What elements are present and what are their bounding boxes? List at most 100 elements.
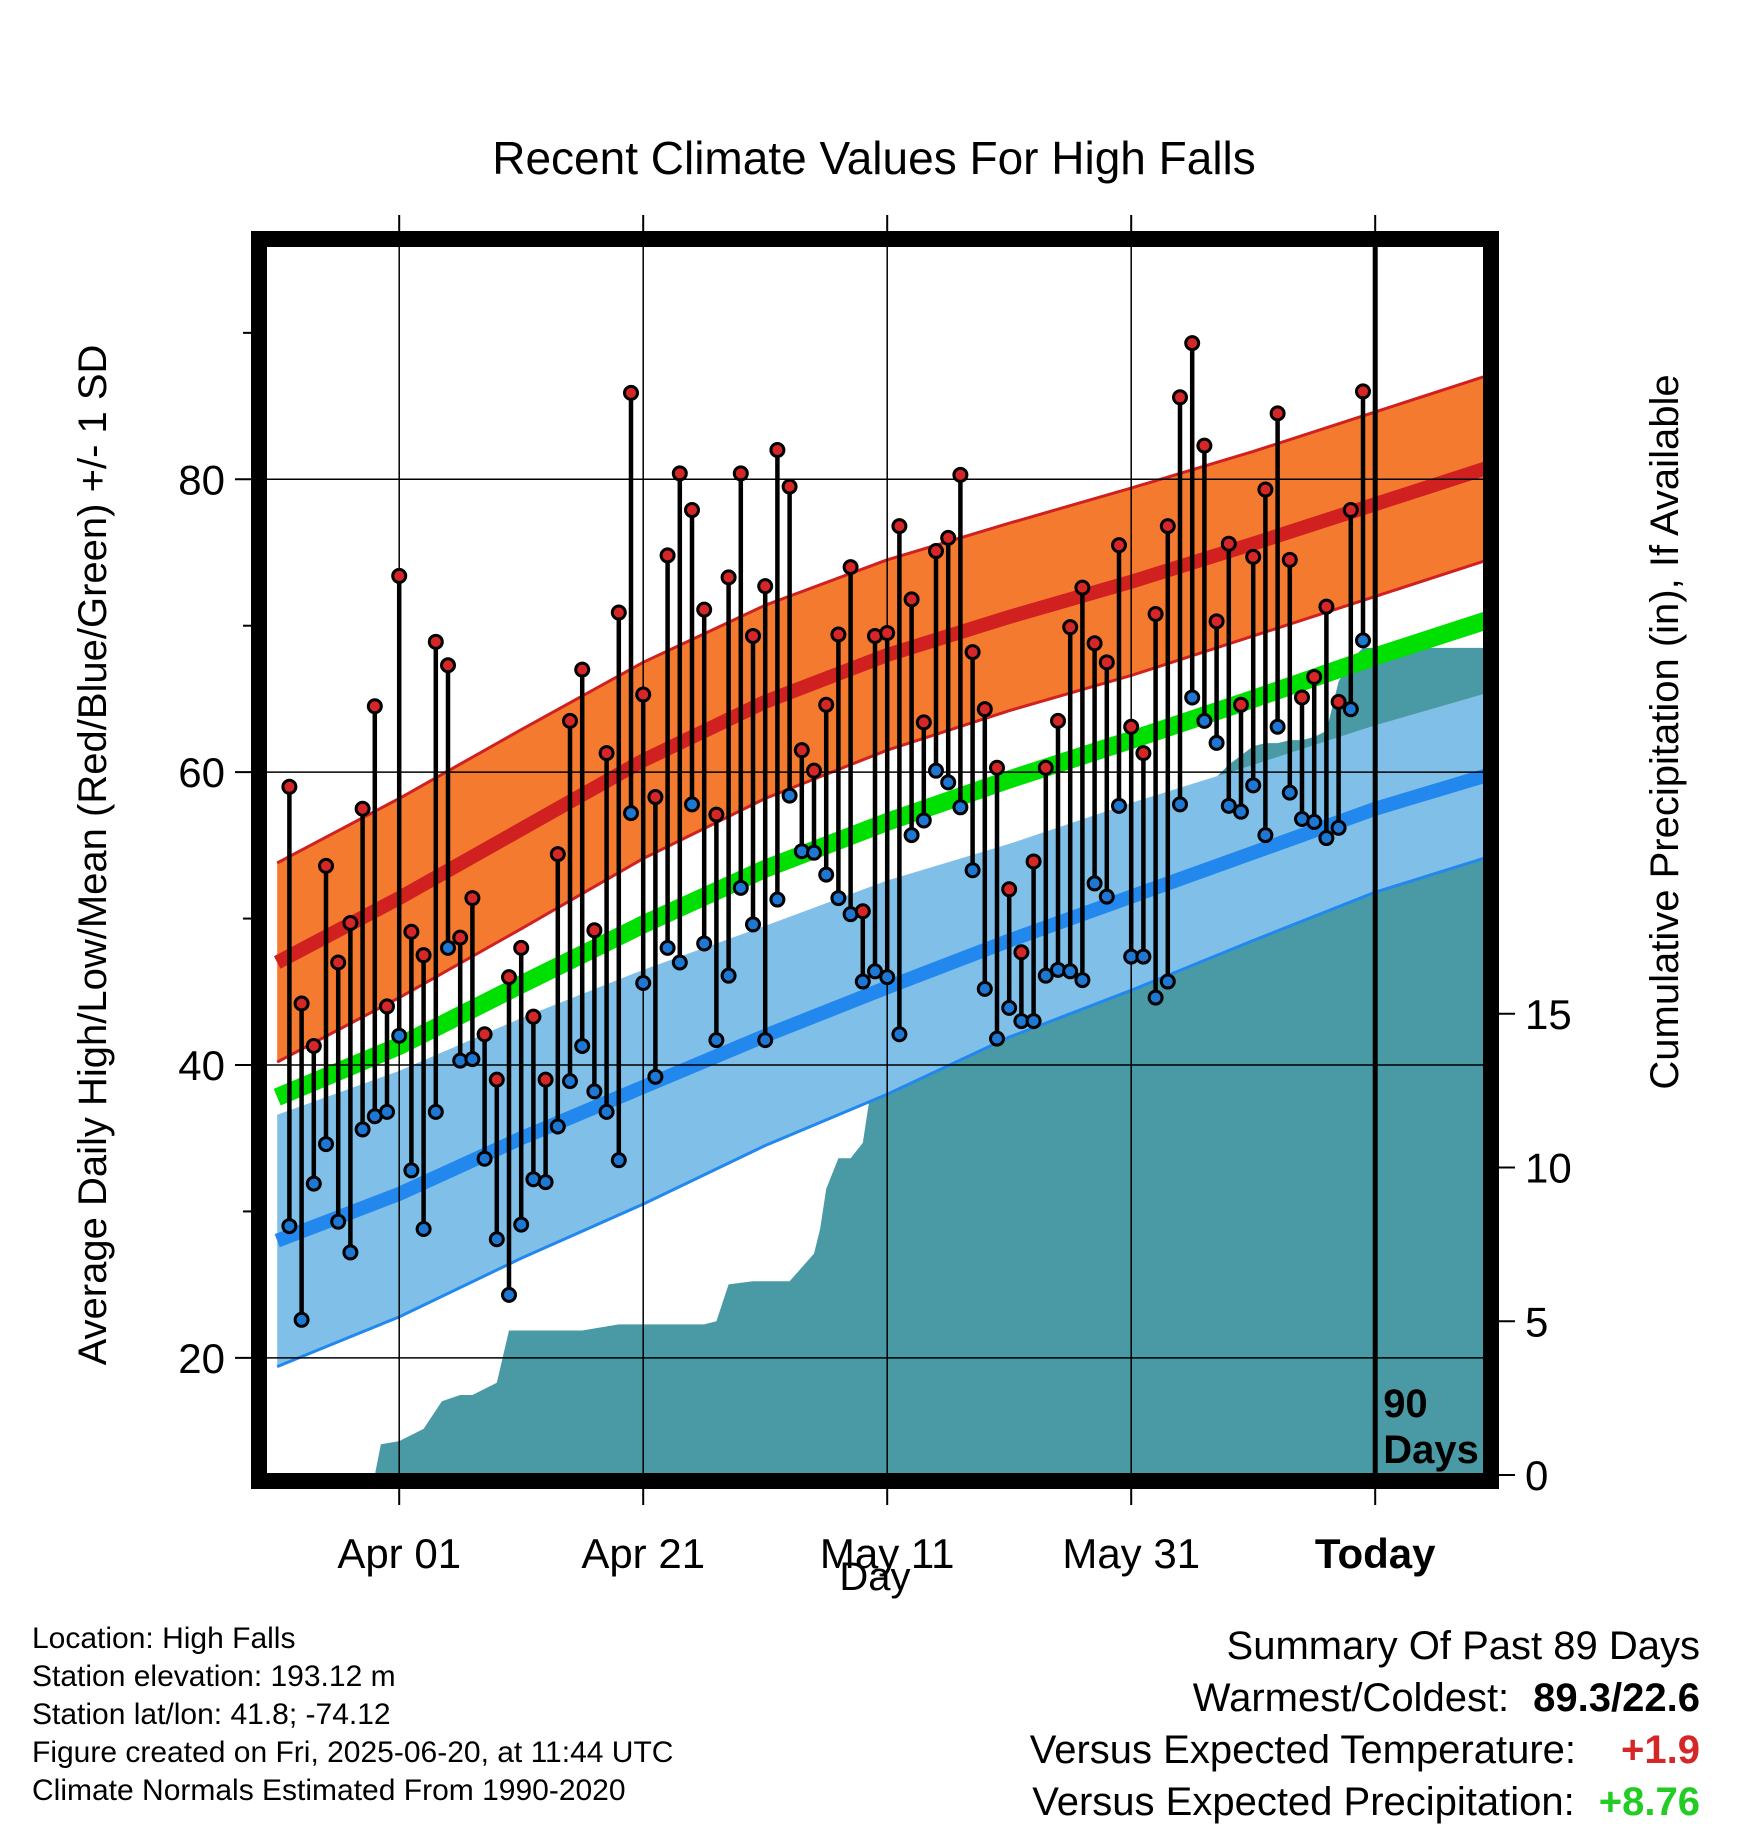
daily-low-point xyxy=(1172,796,1188,813)
daily-high-point xyxy=(659,547,676,564)
precip-anomaly-value: +8.76 xyxy=(1598,1780,1700,1824)
daily-high-point xyxy=(989,759,1005,776)
daily-high-point xyxy=(1025,853,1042,870)
daily-low-point xyxy=(964,862,981,879)
high-sd-band xyxy=(277,376,1485,1063)
daily-high-point xyxy=(354,800,371,817)
daily-high-point xyxy=(720,569,737,586)
daily-high-point xyxy=(781,478,798,495)
daily-high-point xyxy=(1037,759,1054,776)
warmest-coldest-label: Warmest/Coldest: xyxy=(1192,1676,1510,1720)
daily-low-point xyxy=(1306,813,1323,830)
summary-temperature: Versus Expected Temperature: +1.9 xyxy=(1030,1724,1700,1776)
daily-high-point xyxy=(1281,551,1298,568)
daily-low-point xyxy=(867,963,883,980)
daily-low-point xyxy=(745,916,761,933)
station-info: Location: High Falls Station elevation: … xyxy=(32,1620,673,1810)
today-marker-label-days: Days xyxy=(1383,1428,1479,1472)
daily-low-point xyxy=(1098,888,1115,905)
daily-low-point xyxy=(464,1051,481,1068)
daily-high-point xyxy=(1245,548,1262,565)
daily-high-point xyxy=(1306,668,1323,685)
daily-low-point xyxy=(1208,734,1225,751)
daily-low-point xyxy=(427,1103,444,1120)
daily-low-point xyxy=(1086,875,1103,892)
daily-low-point xyxy=(1233,803,1249,820)
daily-high-point xyxy=(1208,613,1225,630)
daily-high-point xyxy=(830,626,847,643)
daily-high-point xyxy=(708,806,725,823)
x-tick-label: May 11 xyxy=(820,1530,955,1577)
daily-low-point xyxy=(1220,797,1237,814)
daily-high-point xyxy=(1269,405,1286,422)
daily-high-point xyxy=(415,947,432,964)
daily-high-point xyxy=(427,633,444,650)
x-tick-label: Apr 21 xyxy=(581,1530,705,1577)
daily-low-point xyxy=(1111,797,1127,814)
daily-low-point xyxy=(732,879,749,896)
daily-high-point xyxy=(854,903,871,920)
daily-low-point xyxy=(330,1213,347,1230)
daily-high-point xyxy=(806,762,822,779)
daily-low-point xyxy=(1147,989,1164,1006)
daily-high-point xyxy=(610,604,627,621)
daily-low-point xyxy=(281,1218,298,1235)
daily-high-point xyxy=(586,922,603,939)
daily-high-point xyxy=(1111,537,1127,554)
daily-high-point xyxy=(537,1071,554,1088)
daily-high-point xyxy=(1184,335,1201,352)
daily-low-point xyxy=(1159,973,1176,990)
daily-low-point xyxy=(391,1027,408,1044)
daily-low-point xyxy=(1196,712,1213,729)
x-tick-label: Apr 01 xyxy=(337,1530,461,1577)
daily-high-point xyxy=(623,384,639,401)
daily-high-point xyxy=(1294,689,1310,706)
daily-low-point xyxy=(757,1032,774,1049)
warmest-coldest-value: 89.3/22.6 xyxy=(1533,1676,1700,1720)
daily-high-point xyxy=(879,625,896,642)
daily-low-point xyxy=(952,799,969,816)
daily-high-point xyxy=(318,857,334,874)
summary-heading: Summary Of Past 89 Days xyxy=(1226,1624,1700,1668)
daily-low-point xyxy=(1184,689,1201,706)
daily-range-bars xyxy=(287,343,1366,1320)
summary-panel: Summary Of Past 89 Days Warmest/Coldest:… xyxy=(1030,1620,1700,1828)
daily-low-point xyxy=(1001,999,1018,1016)
daily-low-point xyxy=(659,939,676,956)
daily-high-point xyxy=(976,701,993,718)
daily-high-point xyxy=(598,745,615,762)
daily-high-point xyxy=(1196,437,1213,454)
daily-low-point xyxy=(671,954,688,971)
daily-high-point xyxy=(952,466,969,483)
daily-high-point xyxy=(1233,696,1249,713)
daily-low-point xyxy=(1281,784,1298,801)
daily-low-point xyxy=(1355,632,1371,649)
today-marker: 90 Days xyxy=(1372,245,1479,1475)
daily-low-point xyxy=(501,1286,517,1303)
daily-low-point xyxy=(928,762,944,779)
y2-tick-label: 10 xyxy=(1525,1145,1572,1192)
daily-low-point xyxy=(647,1068,664,1085)
x-axis-label: Day xyxy=(839,1555,910,1599)
daily-low-point xyxy=(1074,972,1091,989)
daily-high-point xyxy=(793,742,810,759)
created-text: Figure created on Fri, 2025-06-20, at 11… xyxy=(32,1736,674,1769)
daily-low-point xyxy=(1245,777,1262,794)
daily-high-point xyxy=(293,995,310,1012)
daily-high-point xyxy=(757,578,774,595)
daily-high-point xyxy=(574,661,591,678)
daily-low-point xyxy=(488,1231,505,1248)
daily-low-point xyxy=(293,1311,310,1328)
daily-low-point xyxy=(1062,963,1079,980)
daily-high-point xyxy=(745,627,761,644)
daily-high-point xyxy=(1159,518,1176,535)
daily-high-point xyxy=(464,890,481,907)
daily-high-point xyxy=(525,1008,542,1025)
daily-high-point xyxy=(562,712,578,729)
daily-high-point xyxy=(366,698,383,715)
daily-low-point xyxy=(635,975,652,991)
daily-low-point xyxy=(1037,967,1054,984)
summary-precipitation: Versus Expected Precipitation: +8.76 xyxy=(1030,1776,1700,1828)
daily-low-point xyxy=(989,1030,1005,1047)
daily-high-point xyxy=(342,914,359,931)
